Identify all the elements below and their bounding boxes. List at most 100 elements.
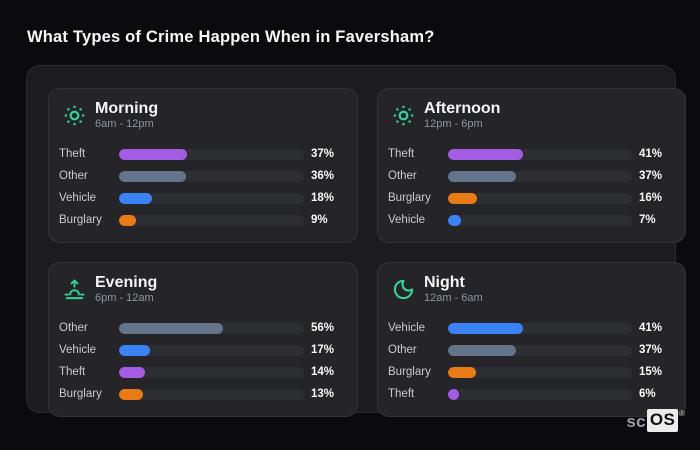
bar-fill [119,170,186,182]
percentage-label: 16% [639,192,663,204]
bar-track [119,388,304,400]
bar-row: Burglary 15% [388,361,685,383]
card-titles: Afternoon 12pm - 6pm [424,100,500,131]
bar-track [448,344,632,356]
category-label: Burglary [59,214,102,226]
bar-fill [119,388,144,400]
bar-fill [448,366,476,378]
bar-row: Vehicle 17% [59,339,357,361]
card-morning: Morning 6am - 12pm Theft 37% Other 36% V… [48,88,358,243]
bar-row: Theft 6% [388,383,685,405]
percentage-label: 41% [639,148,663,160]
percentage-label: 17% [311,344,335,356]
bar-row: Other 37% [388,165,685,187]
category-label: Vehicle [388,322,426,334]
card-titles: Night 12am - 6am [424,274,483,305]
bar-track [448,148,632,160]
card-title: Morning [95,99,159,117]
card-header: Morning 6am - 12pm [59,99,357,131]
bar-fill [119,148,188,160]
bar-row: Vehicle 18% [59,187,357,209]
bar-fill [119,322,223,334]
bar-track [119,366,304,378]
percentage-label: 56% [311,322,335,334]
card-titles: Morning 6am - 12pm [95,100,158,131]
bar-chart: Theft 37% Other 36% Vehicle 18% Burglary… [59,143,357,231]
bar-fill [119,192,153,204]
category-label: Burglary [59,388,102,400]
bar-track [119,148,304,160]
category-label: Theft [388,148,415,160]
category-label: Other [388,344,417,356]
percentage-label: 15% [639,366,663,378]
sun-icon [62,103,86,127]
category-label: Burglary [388,192,431,204]
bar-fill [119,366,145,378]
bar-track [448,322,632,334]
bar-track [448,214,632,226]
card-time-range: 6pm - 12am [95,291,154,304]
card-title: Evening [95,273,158,291]
moon-icon [391,277,415,301]
bar-fill [448,214,461,226]
bar-fill [448,192,478,204]
percentage-label: 36% [311,170,335,182]
bar-row: Vehicle 7% [388,209,685,231]
card-time-range: 12pm - 6pm [424,117,483,130]
bar-chart: Vehicle 41% Other 37% Burglary 15% Theft… [388,317,685,405]
category-label: Other [59,170,88,182]
bar-chart: Other 56% Vehicle 17% Theft 14% Burglary… [59,317,357,405]
category-label: Vehicle [59,344,97,356]
bar-chart: Theft 41% Other 37% Burglary 16% Vehicle… [388,143,685,231]
bar-fill [448,322,524,334]
percentage-label: 37% [639,170,663,182]
card-time-range: 12am - 6am [424,291,483,304]
card-afternoon: Afternoon 12pm - 6pm Theft 41% Other 37%… [377,88,686,243]
category-label: Burglary [388,366,431,378]
category-label: Theft [59,366,86,378]
bar-track [448,170,632,182]
percentage-label: 9% [311,214,328,226]
bar-track [448,366,632,378]
percentage-label: 7% [639,214,656,226]
card-titles: Evening 6pm - 12am [95,274,157,305]
percentage-label: 18% [311,192,335,204]
sunset-icon [62,277,86,301]
card-night: Night 12am - 6am Vehicle 41% Other 37% B… [377,262,686,417]
bar-row: Burglary 13% [59,383,357,405]
bar-row: Theft 37% [59,143,357,165]
bar-track [119,170,304,182]
percentage-label: 14% [311,366,335,378]
sun-icon [391,103,415,127]
bar-row: Other 37% [388,339,685,361]
percentage-label: 13% [311,388,335,400]
category-label: Theft [59,148,86,160]
percentage-label: 37% [639,344,663,356]
bar-track [119,344,304,356]
bar-track [448,192,632,204]
category-label: Vehicle [388,214,426,226]
page-title: What Types of Crime Happen When in Faver… [27,28,435,46]
bar-row: Burglary 16% [388,187,685,209]
card-header: Evening 6pm - 12am [59,273,357,305]
bar-fill [448,170,517,182]
bar-row: Theft 41% [388,143,685,165]
card-time-range: 6am - 12pm [95,117,154,130]
bar-row: Vehicle 41% [388,317,685,339]
card-header: Afternoon 12pm - 6pm [388,99,685,131]
bar-row: Theft 14% [59,361,357,383]
category-label: Other [388,170,417,182]
bar-fill [119,214,136,226]
bar-row: Other 36% [59,165,357,187]
card-title: Night [424,273,465,291]
bar-track [119,322,304,334]
bar-track [119,214,304,226]
bar-fill [448,388,460,400]
bar-track [119,192,304,204]
bar-fill [448,148,524,160]
bar-track [448,388,632,400]
scos-logo: sc OS ® [626,409,685,432]
bar-row: Burglary 9% [59,209,357,231]
card-title: Afternoon [424,99,501,117]
card-evening: Evening 6pm - 12am Other 56% Vehicle 17%… [48,262,358,417]
